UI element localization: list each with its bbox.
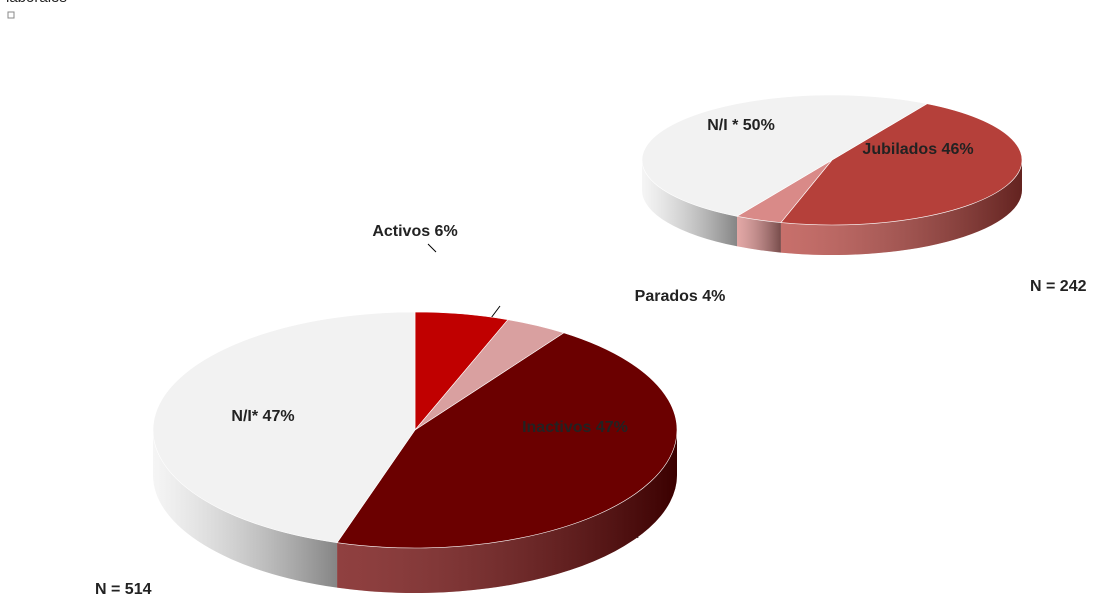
- data-label: Jubilados 46%: [862, 141, 973, 158]
- leader-line: [490, 305, 501, 319]
- slice-side-shade: [780, 160, 1022, 255]
- data-label: Parados 4%: [635, 288, 726, 305]
- leader-line: [427, 243, 437, 253]
- annotation: N = 514: [95, 581, 152, 598]
- annotation: N = 242: [1030, 278, 1087, 295]
- data-label: N/I * 50%: [707, 117, 775, 134]
- slice-side-shade: [737, 216, 781, 253]
- slice: [336, 332, 678, 549]
- slice: [780, 103, 1023, 226]
- chart-title: laborales: [6, 0, 67, 6]
- slice-side-shade: [337, 430, 678, 593]
- slice: [641, 94, 928, 217]
- slice-side-shade: [153, 430, 338, 588]
- data-label: Inactivos 47%: [522, 419, 628, 436]
- data-label: Activos 6%: [372, 223, 457, 240]
- slice: [152, 311, 416, 543]
- marker: [7, 11, 15, 19]
- data-label: N/I* 47%: [231, 408, 294, 425]
